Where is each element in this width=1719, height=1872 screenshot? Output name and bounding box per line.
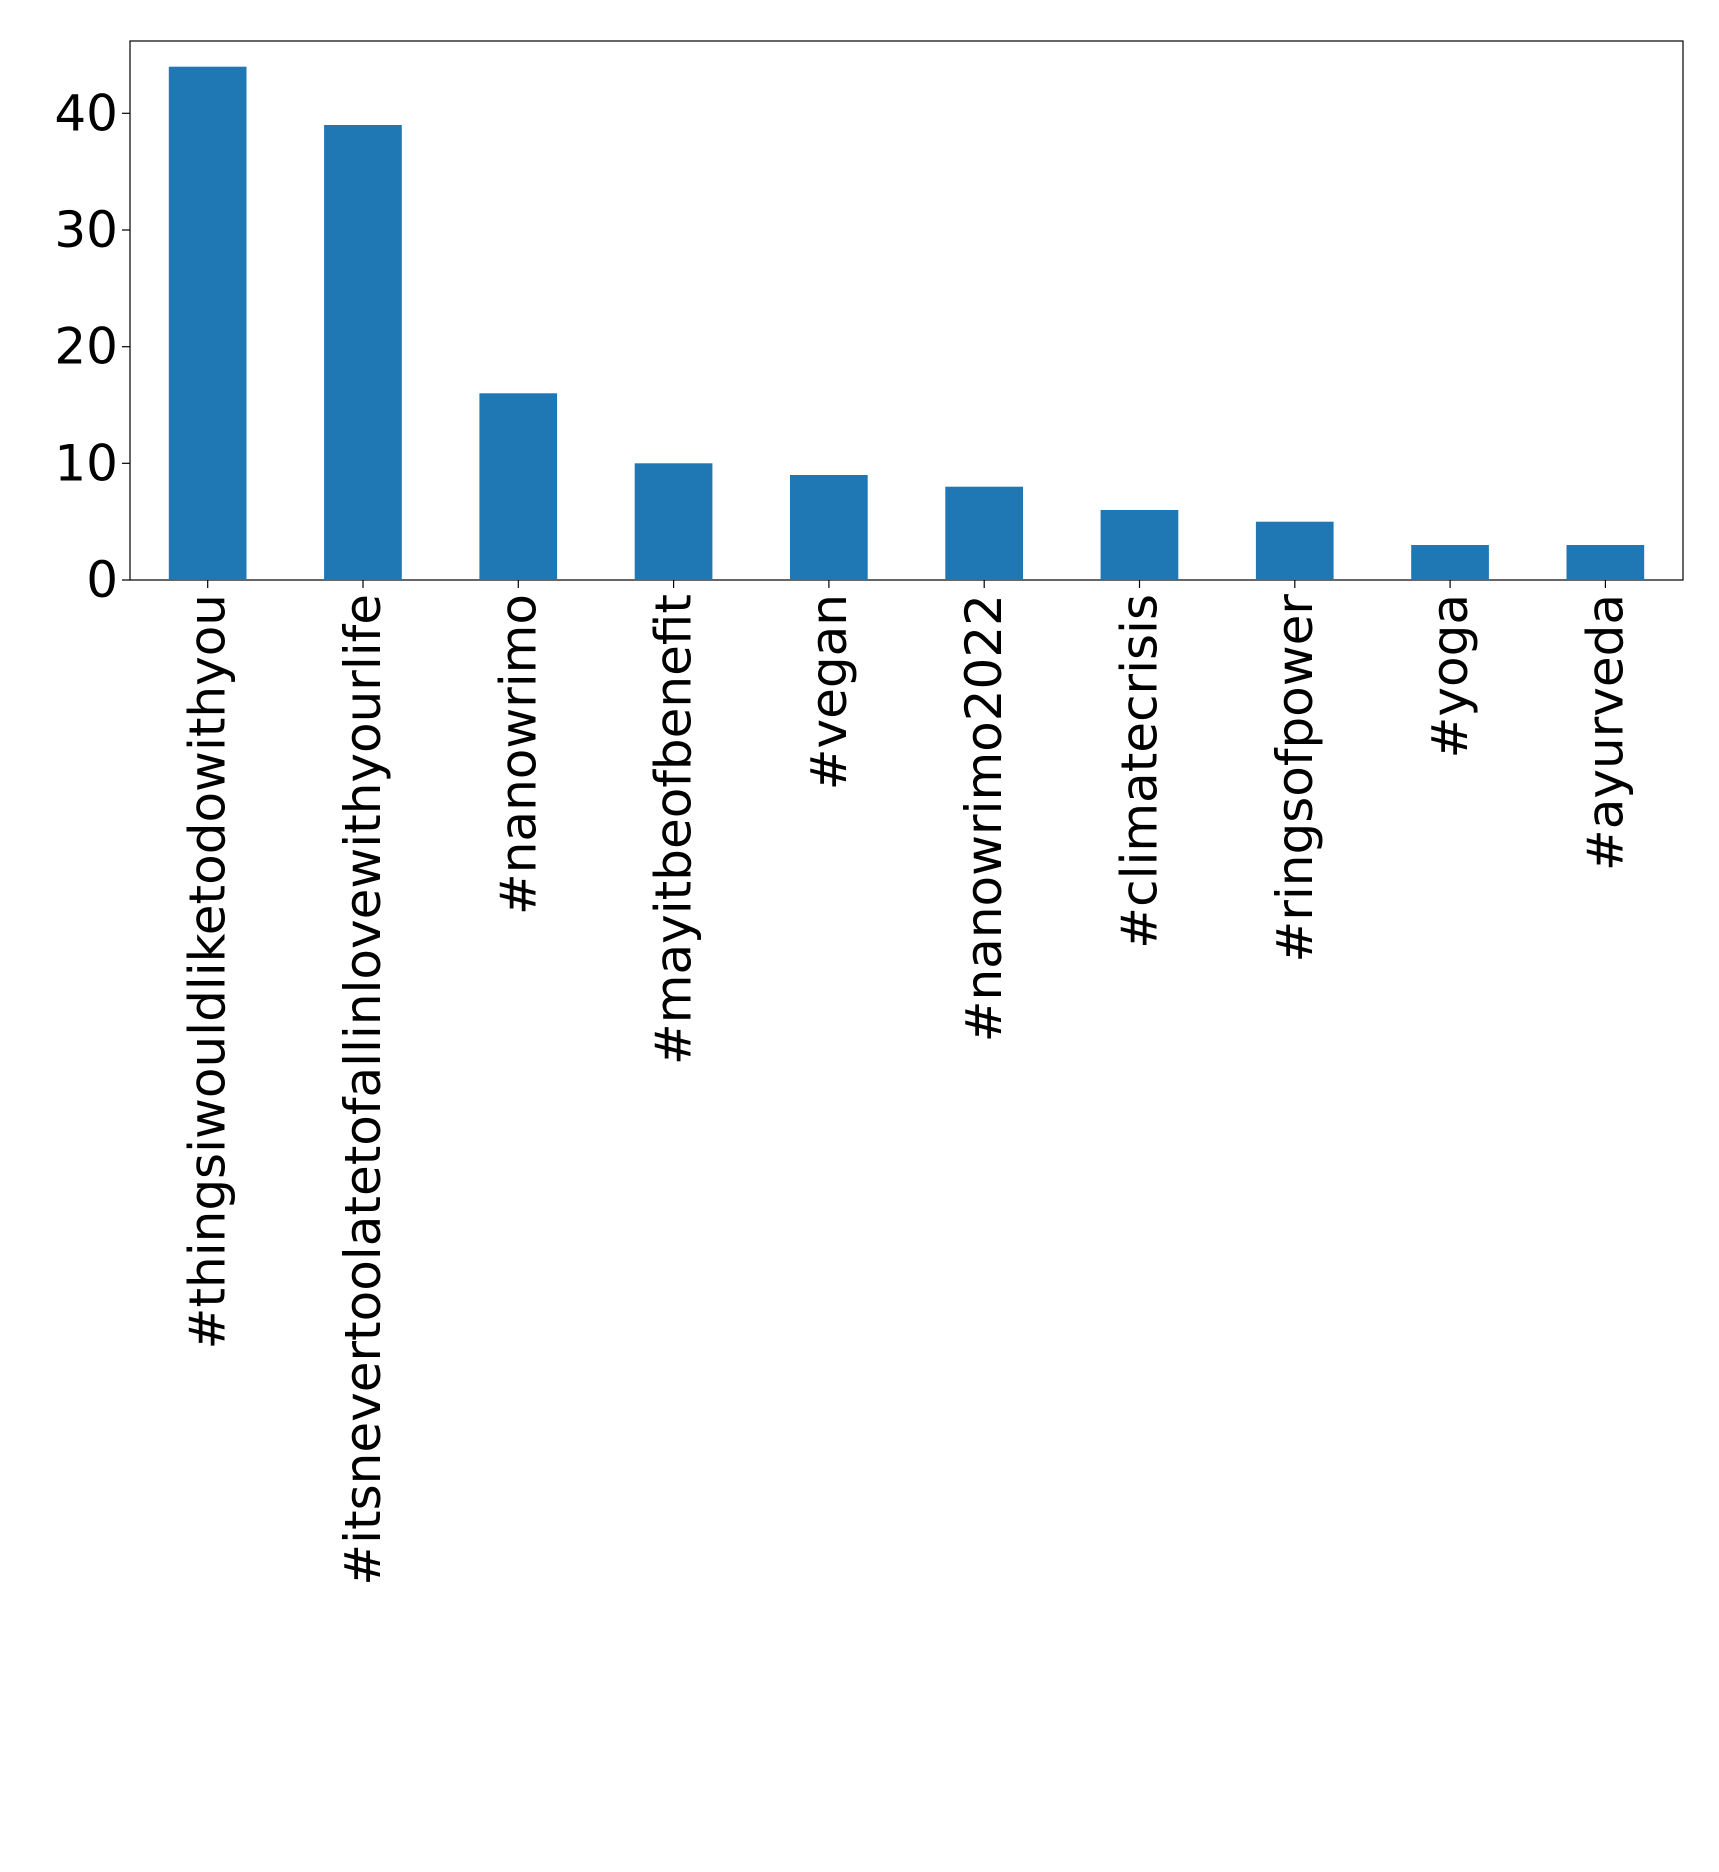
y-tick-label: 30 xyxy=(54,201,118,259)
bar-mayitbeofbenefit xyxy=(634,463,713,580)
bar-yoga xyxy=(1411,545,1489,580)
x-tick-label: #yoga xyxy=(1421,594,1479,758)
bar-nanowrimo2022 xyxy=(945,486,1023,580)
y-tick-label: 40 xyxy=(54,84,118,142)
y-axis: 0 10 20 30 40 xyxy=(54,84,130,609)
y-tick-label: 0 xyxy=(86,551,118,609)
bar-ringsofpower xyxy=(1255,521,1334,580)
bar-climatecrisis xyxy=(1100,510,1179,580)
bar-ayurveda xyxy=(1566,545,1645,580)
x-tick-label: #ayurveda xyxy=(1576,594,1634,871)
x-tick-label: #thingsiwouldliketodowithyou xyxy=(179,594,237,1349)
bars-layer xyxy=(168,66,1645,580)
x-tick-label: #climatecrisis xyxy=(1111,594,1169,949)
x-tick-label: #itsnevertoolatetofallinlovewithyourlife xyxy=(334,594,392,1586)
x-axis: #thingsiwouldliketodowithyou #itsnevertoo… xyxy=(179,580,1634,1586)
x-tick-label: #nanowrimo xyxy=(489,594,547,915)
y-tick-label: 10 xyxy=(54,434,118,492)
bar-nanowrimo xyxy=(479,393,558,580)
bar-itsnevertoolatetofallinlovewithyourlife xyxy=(324,125,402,580)
bar-vegan xyxy=(790,475,868,580)
bar-thingsiwouldliketodowithyou xyxy=(168,66,247,580)
x-tick-label: #ringsofpower xyxy=(1266,594,1324,963)
x-tick-label: #nanowrimo2022 xyxy=(955,594,1013,1042)
x-tick-label: #mayitbeofbenefit xyxy=(645,594,703,1065)
y-tick-label: 20 xyxy=(54,318,118,376)
x-tick-label: #vegan xyxy=(800,594,858,790)
